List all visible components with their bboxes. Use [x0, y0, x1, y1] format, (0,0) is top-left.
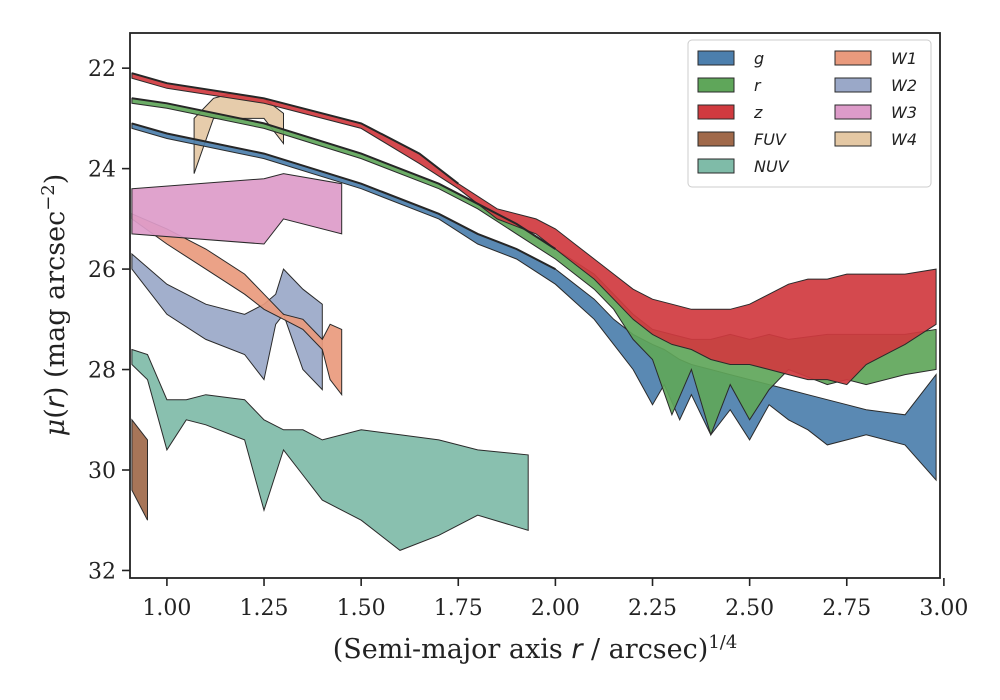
x-tick-label: 1.75 — [434, 596, 483, 621]
legend-swatch-w1 — [834, 50, 872, 66]
band-w3 — [131, 173, 343, 245]
x-tick-label: 3.00 — [919, 596, 968, 621]
band-w2 — [131, 252, 323, 391]
legend-swatch-w2 — [834, 77, 872, 93]
x-tick-label: 2.25 — [628, 596, 677, 621]
legend-swatch-nuv — [697, 158, 735, 174]
legend-swatch-r — [697, 77, 735, 93]
legend-swatch-z — [697, 104, 735, 120]
legend-label-fuv: FUV — [754, 130, 787, 149]
y-tick-label: 32 — [88, 559, 116, 584]
y-axis: 22 24 26 28 30 32 — [88, 57, 130, 584]
legend-label-w1: W1 — [891, 49, 917, 68]
x-tick-label: 2.75 — [822, 596, 871, 621]
centerline-layer — [131, 72, 556, 270]
legend-swatch-fuv — [697, 131, 735, 147]
y-tick-label: 26 — [88, 258, 116, 283]
legend-label-nuv: NUV — [754, 157, 790, 176]
legend-label-w3: W3 — [891, 103, 917, 122]
y-tick-label: 22 — [88, 57, 116, 82]
plot-frame — [129, 32, 941, 579]
legend-label-r: r — [754, 76, 762, 95]
x-tick-label: 1.25 — [240, 596, 289, 621]
y-axis-title: μ(r) (mag arcsec−2) — [38, 174, 71, 437]
band-nuv — [131, 348, 529, 551]
x-tick-label: 2.00 — [531, 596, 580, 621]
centerline-z — [131, 72, 459, 185]
centerline-r — [131, 97, 556, 250]
legend-label-z: z — [753, 103, 763, 122]
x-axis: 1.00 1.25 1.50 1.75 2.00 2.25 2.50 2.75 3.00 — [142, 578, 968, 621]
band-fuv — [131, 418, 148, 521]
legend: grz FUV NUV W1 W2 W3 W4 — [687, 39, 932, 188]
y-tick-label: 28 — [88, 359, 116, 384]
legend-label-w4: W4 — [891, 130, 917, 149]
x-tick-label: 2.50 — [725, 596, 774, 621]
legend-swatch-g — [697, 50, 735, 66]
legend-label-w2: W2 — [891, 76, 917, 95]
legend-box — [687, 39, 932, 188]
legend-swatch-w4 — [834, 131, 872, 147]
x-tick-label: 1.00 — [142, 596, 191, 621]
y-tick-label: 24 — [88, 158, 116, 183]
x-tick-label: 1.50 — [337, 596, 386, 621]
y-tick-label: 30 — [88, 459, 116, 484]
legend-swatch-w3 — [834, 104, 872, 120]
x-axis-title: (Semi-major axis r / arcsec)1/4 — [333, 632, 738, 665]
centerline-g — [131, 122, 556, 270]
legend-label-g: g — [754, 49, 764, 68]
